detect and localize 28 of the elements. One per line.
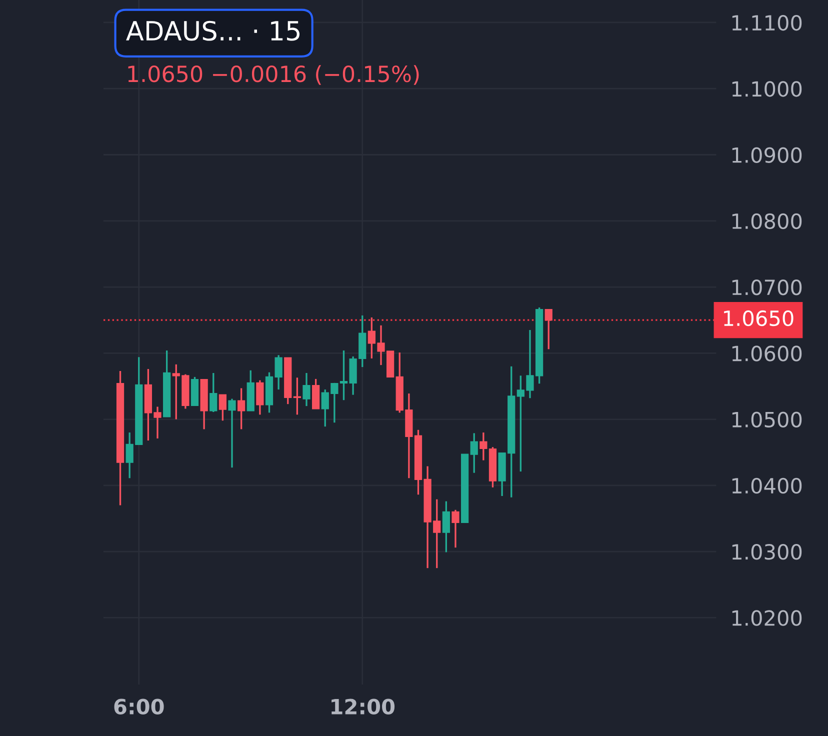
- y-tick-label: 1.0200: [732, 610, 802, 626]
- y-tick-label: 1.0700: [732, 279, 802, 296]
- candlestick: [256, 379, 264, 416]
- x-tick-label: 12:00: [332, 698, 395, 714]
- candlestick: [312, 378, 320, 410]
- y-tick-label: 1.1100: [732, 14, 802, 31]
- y-tick-label: 1.0600: [732, 346, 802, 362]
- text: 1.0650 −0.0016 (−0.15%): [128, 65, 419, 85]
- candlestick: [470, 432, 478, 474]
- y-tick-label: 1.0800: [732, 213, 802, 230]
- ref-line-label: 1.0650: [724, 310, 794, 326]
- candlestick: [218, 394, 227, 422]
- candlestick: [228, 398, 236, 468]
- candlestick: [302, 372, 310, 407]
- text: ADAUS... · 15: [126, 20, 300, 41]
- y-tick-label: 1.0400: [732, 478, 802, 494]
- candlestick: [293, 376, 301, 416]
- candlestick: [238, 387, 246, 430]
- candlestick: [442, 500, 450, 554]
- y-tick-label: 1.0500: [732, 412, 802, 428]
- candlestick: [452, 509, 460, 548]
- candlestick: [480, 432, 488, 462]
- y-tick-label: 1.1000: [732, 81, 802, 97]
- x-tick-label: 6:00: [114, 698, 164, 714]
- candlestick: [544, 308, 552, 350]
- y-tick-label: 1.0900: [732, 147, 802, 163]
- y-tick-label: 1.0300: [732, 544, 802, 560]
- candlestick: [210, 372, 218, 413]
